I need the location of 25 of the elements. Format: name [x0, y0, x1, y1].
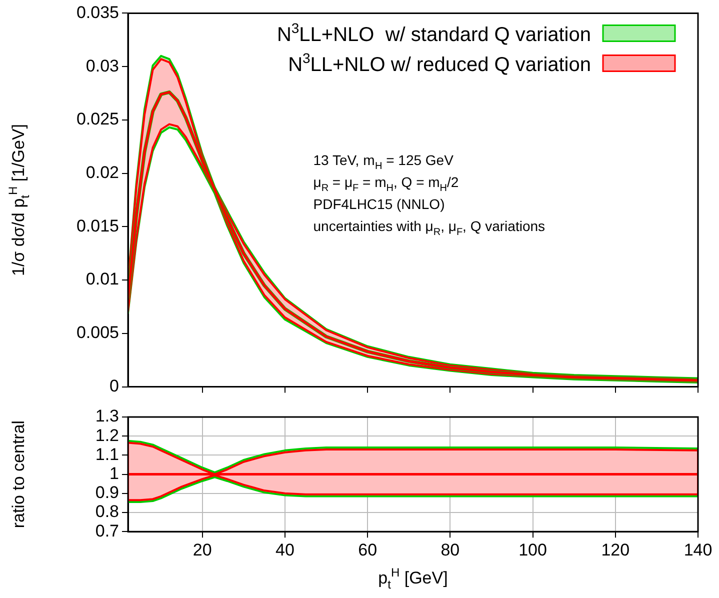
x-tick-label: 80	[440, 540, 460, 560]
y-tick-label: 0.025	[76, 110, 119, 129]
x-tick-label: 100	[518, 540, 547, 560]
y-tick-label: 0.8	[95, 502, 119, 522]
x-tick-label: 120	[601, 540, 630, 560]
annotation: PDF4LHC15 (NNLO)	[313, 196, 445, 212]
y-tick-label: 1.2	[95, 426, 119, 445]
x-tick-label: 60	[358, 540, 378, 560]
y-tick-label: 0.015	[76, 216, 119, 236]
y-tick-label: 0.03	[86, 56, 119, 76]
y-tick-label: 0.035	[76, 2, 119, 22]
y-tick-label: 1.1	[95, 444, 119, 464]
x-tick-label: 20	[192, 540, 212, 560]
y-tick-label: 1.3	[95, 406, 119, 426]
y-tick-label: 1	[110, 464, 119, 483]
y-axis-title: 1/σ dσ/d ptH [1/GeV]	[6, 124, 32, 276]
y-tick-label: 0.7	[95, 521, 119, 540]
y-tick-label: 0.005	[76, 323, 119, 342]
x-tick-label: 40	[275, 540, 294, 560]
x-tick-label: 140	[684, 540, 712, 560]
y-tick-label: 0.02	[86, 163, 119, 182]
y-tick-label: 0	[110, 376, 119, 396]
y-tick-label: 0.9	[95, 483, 119, 502]
y-tick-label: 0.01	[86, 270, 119, 289]
y-axis-title: ratio to central	[9, 420, 28, 528]
